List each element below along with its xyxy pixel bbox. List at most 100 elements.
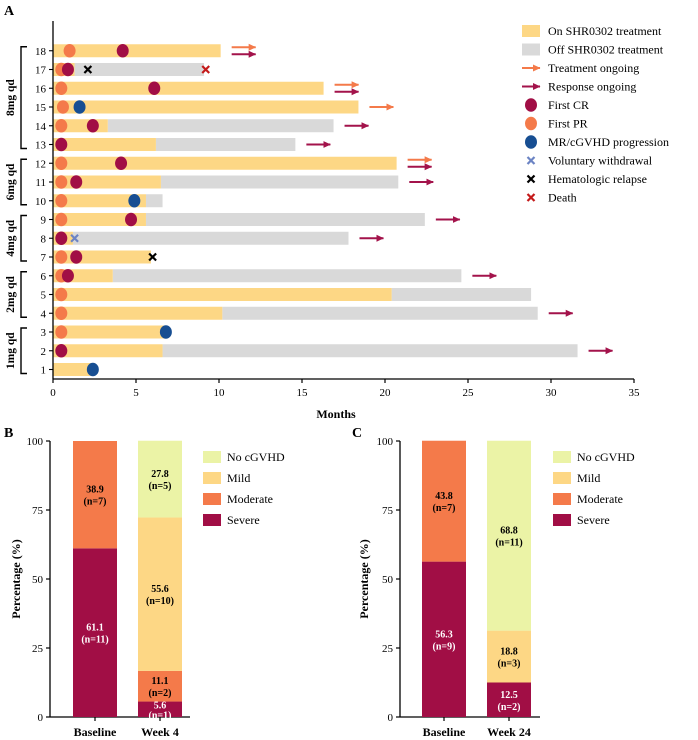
on-treatment-bar	[53, 100, 359, 114]
panel-a-swimmer-plot: A 0 5 10 15 20 25 30 35123456789101112131415161…	[4, 4, 669, 421]
y-tick-label: 75	[382, 505, 394, 517]
first-cr-marker	[148, 81, 161, 96]
legend-label: On SHR0302 treatment	[548, 24, 662, 38]
first-cr-marker	[70, 250, 83, 264]
on-treatment-bar	[53, 363, 93, 376]
progression-marker	[86, 362, 99, 377]
x-category-label: Baseline	[423, 725, 466, 739]
legend-progression-swatch	[525, 135, 537, 149]
panel-a-dose-groups: 1mg qd 2mg qd 4mg qd 6mg qd 8mg qd	[5, 46, 27, 375]
legend-off-swatch	[522, 43, 540, 56]
bar-segment-moderate	[73, 441, 117, 549]
first-cr-marker	[115, 156, 128, 171]
x-category-label: Baseline	[74, 725, 117, 739]
first-pr-marker	[55, 287, 68, 302]
on-treatment-bar	[53, 138, 156, 151]
first-pr-marker	[55, 250, 68, 264]
first-pr-marker	[56, 100, 69, 114]
legend-label: Voluntary withdrawal	[548, 154, 653, 168]
legend-label: Response ongoing	[548, 80, 636, 94]
count-label: (n=9)	[433, 641, 456, 652]
patient-id-label: 13	[35, 140, 47, 152]
patient-id-label: 10	[35, 196, 47, 208]
progression-marker	[73, 100, 86, 114]
data-label: 18.8	[500, 647, 518, 658]
x-category-label: Week 4	[141, 725, 179, 739]
progression-marker	[159, 325, 172, 339]
dose-group-label: 2mg qd	[5, 276, 17, 313]
bar-segment-severe	[138, 701, 182, 717]
count-label: (n=11)	[495, 538, 522, 549]
legend-on-swatch	[522, 25, 540, 37]
legend-withdrawal-swatch	[526, 156, 536, 165]
count-label: (n=11)	[81, 635, 108, 646]
data-label: 68.8	[500, 526, 518, 537]
panel-b-stacked-bar: B 0 25 50 75 100 Percentage (%) 61.1(n=11) 38.9…	[4, 426, 285, 739]
on-treatment-bar	[53, 344, 163, 358]
on-treatment-bar	[53, 175, 161, 189]
progression-marker	[128, 193, 141, 208]
legend-label: Moderate	[577, 492, 623, 506]
patient-id-label: 9	[41, 215, 47, 227]
y-tick-label: 100	[27, 436, 44, 448]
legend-swatch-mild	[553, 472, 571, 484]
off-treatment-bar	[155, 138, 296, 151]
first-cr-marker	[86, 118, 99, 133]
first-pr-marker	[55, 175, 68, 189]
on-treatment-bar	[53, 325, 166, 339]
legend-label: Treatment ongoing	[548, 61, 639, 75]
panel-a-letter: A	[4, 4, 15, 19]
count-label: (n=5)	[149, 481, 172, 492]
dose-group-bracket	[20, 158, 27, 206]
first-cr-marker	[55, 231, 68, 246]
patient-id-label: 12	[35, 158, 46, 170]
on-treatment-bar	[53, 213, 146, 226]
off-treatment-bar	[162, 344, 578, 358]
legend-label: Severe	[227, 513, 260, 527]
count-label: (n=2)	[498, 702, 521, 713]
legend-swatch-severe	[553, 514, 571, 526]
off-treatment-bar	[222, 306, 538, 320]
first-pr-marker	[55, 212, 68, 227]
first-cr-marker	[116, 43, 129, 58]
off-treatment-bar	[145, 194, 163, 208]
legend-label: No cGVHD	[577, 450, 635, 464]
on-treatment-bar	[53, 306, 223, 320]
first-pr-marker	[55, 156, 68, 171]
dose-group-label: 1mg qd	[5, 332, 17, 369]
first-cr-marker	[61, 268, 74, 283]
first-pr-marker	[63, 43, 76, 58]
data-label: 11.1	[152, 676, 169, 687]
x-tick-label: 5	[133, 387, 139, 399]
dose-group-label: 6mg qd	[5, 163, 17, 200]
on-treatment-bar	[53, 156, 397, 170]
legend-label: Mild	[577, 471, 600, 485]
x-tick-label: 10	[214, 387, 226, 399]
dose-group-label: 8mg qd	[5, 79, 17, 116]
data-label: 55.6	[151, 584, 169, 595]
legend-death-swatch	[526, 193, 536, 202]
off-treatment-bar	[72, 231, 349, 245]
y-tick-label: 25	[32, 643, 44, 655]
data-label: 61.1	[86, 623, 104, 634]
x-tick-label: 30	[546, 387, 558, 399]
legend-swatch-no-cgvhd	[553, 451, 571, 463]
data-label: 27.8	[151, 469, 169, 480]
death-marker	[201, 65, 210, 74]
off-treatment-bar	[107, 119, 334, 133]
legend-cr-swatch	[525, 98, 537, 112]
panel-c-letter: C	[352, 426, 362, 441]
legend-swatch-moderate	[203, 493, 221, 505]
on-treatment-bar	[53, 81, 324, 95]
patient-id-label: 6	[41, 271, 47, 283]
patient-id-label: 7	[41, 252, 47, 264]
data-label: 5.6	[154, 700, 167, 711]
patient-id-label: 14	[35, 121, 47, 133]
first-pr-marker	[55, 306, 68, 321]
legend-label: Mild	[227, 471, 250, 485]
panel-a-bars	[53, 44, 578, 376]
panel-a-events	[55, 43, 210, 377]
bar-segment-no-cgvhd	[487, 440, 531, 631]
